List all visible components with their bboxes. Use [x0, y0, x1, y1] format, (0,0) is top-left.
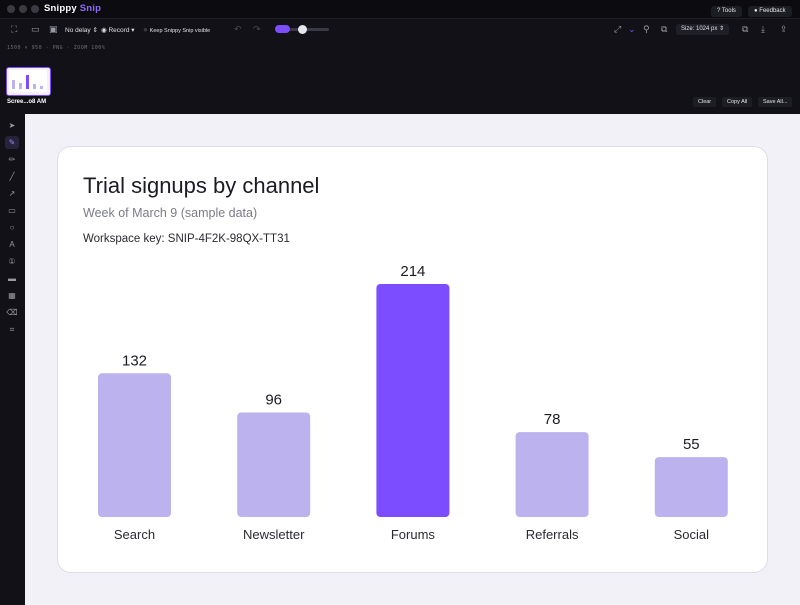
app-name-accent: Snip: [79, 3, 102, 14]
value-label-social: 55: [683, 436, 700, 453]
chart-subtitle: Week of March 9 (sample data): [83, 206, 258, 220]
category-label-forums: Forums: [391, 527, 436, 542]
region-capture-icon[interactable]: ⛶: [11, 24, 18, 34]
thumbnail-caption: Scree...o8 AM: [7, 99, 47, 105]
pencil-icon[interactable]: ✏: [8, 155, 16, 164]
editor-canvas[interactable]: Trial signups by channel Week of March 9…: [25, 114, 800, 605]
zoom-window-button[interactable]: [31, 5, 39, 13]
undo-icon[interactable]: ↶: [234, 24, 242, 34]
minimize-window-button[interactable]: [19, 5, 27, 13]
chat-bubble-icon: ●: [754, 8, 758, 14]
clear-button[interactable]: Clear: [693, 97, 717, 107]
chevron-updown-icon: ⇕: [92, 27, 98, 34]
highlight-icon[interactable]: ▬: [8, 274, 16, 283]
download-icon[interactable]: ⤓: [761, 24, 765, 34]
delay-select[interactable]: No delay ⇕: [65, 26, 98, 34]
thumbnail-preview: [9, 70, 47, 92]
crop-icon[interactable]: ⌗: [9, 325, 15, 334]
delay-label: No delay: [65, 27, 91, 34]
tools-label: Tools: [721, 8, 736, 14]
bar-social: [654, 457, 728, 517]
title-bar: Snippy Snip ? Tools ● Feedback: [0, 0, 800, 19]
feedback-button[interactable]: ● Feedback: [748, 6, 792, 17]
chart-card: Trial signups by channel Week of March 9…: [57, 146, 768, 573]
copy-all-button[interactable]: Copy All: [722, 97, 753, 107]
feedback-label: Feedback: [759, 8, 786, 14]
copy-icon[interactable]: ⧉: [742, 24, 749, 34]
pen-icon[interactable]: ✎: [5, 136, 19, 149]
category-label-referrals: Referrals: [526, 527, 579, 542]
keep-visible-toggle[interactable]: ● Keep Snippy Snip visible: [143, 25, 210, 34]
line-icon[interactable]: ╱: [9, 172, 15, 181]
stroke-color-swatch[interactable]: [275, 25, 290, 33]
pin-icon[interactable]: ⚲: [643, 24, 650, 34]
help-icon: ?: [717, 8, 721, 14]
bar-referrals: [515, 432, 589, 517]
eraser-icon[interactable]: ⌫: [6, 308, 18, 317]
capture-toolbar: [0, 19, 800, 41]
record-icon: ◉: [101, 27, 107, 34]
value-label-search: 132: [122, 352, 147, 369]
capture-meta: 1500 × 950 · PNG · ZOOM 100%: [7, 45, 106, 51]
text-icon[interactable]: A: [9, 240, 15, 249]
toggle-circle-icon: ●: [143, 25, 148, 34]
magic-wand-icon[interactable]: ⤢: [614, 24, 622, 34]
category-label-search: Search: [114, 527, 155, 542]
redo-icon[interactable]: ↷: [253, 24, 261, 34]
size-label: Size: 1024 px: [681, 26, 718, 32]
ocr-scan-icon[interactable]: ⧉: [661, 24, 668, 34]
step-icon[interactable]: ①: [8, 257, 16, 266]
bar-search: [98, 373, 171, 517]
bar-chart: 132 Search 96 Newsletter 214 Forums 78 Referral…: [98, 263, 728, 542]
tools-button[interactable]: ? Tools: [711, 6, 742, 17]
annotation-tool-rail: ➤ ✎ ✏ ╱ ↗ ▭ ○ A ① ▬ ▦ ⌫ ⌗: [0, 114, 25, 605]
record-button[interactable]: ◉ Record ▾: [101, 26, 135, 34]
keep-visible-label: Keep Snippy Snip visible: [149, 28, 211, 34]
bar-forums: [376, 284, 450, 517]
chevron-down-icon[interactable]: ⌄: [628, 24, 636, 34]
chevron-updown-icon: ⇕: [719, 26, 725, 32]
pixelate-icon[interactable]: ▦: [8, 291, 16, 300]
close-window-button[interactable]: [7, 5, 15, 13]
stroke-slider-handle[interactable]: [298, 25, 307, 34]
category-label-newsletter: Newsletter: [243, 527, 305, 542]
app-name-main: Snippy: [44, 3, 77, 14]
chart-title: Trial signups by channel: [83, 173, 320, 198]
window-capture-icon[interactable]: ▭: [31, 24, 40, 34]
rectangle-icon[interactable]: ▭: [8, 206, 16, 215]
capture-thumbnail[interactable]: [6, 67, 51, 96]
value-label-newsletter: 96: [265, 391, 282, 408]
arrow-icon[interactable]: ↗: [8, 189, 16, 198]
app-logo: Snippy Snip: [44, 3, 101, 14]
value-label-referrals: 78: [544, 411, 561, 428]
ellipse-icon[interactable]: ○: [9, 223, 15, 232]
pointer-icon[interactable]: ➤: [8, 121, 16, 130]
save-all-button[interactable]: Save All...: [758, 97, 793, 107]
screen-capture-icon[interactable]: ▣: [49, 24, 58, 34]
category-label-social: Social: [674, 527, 710, 542]
share-icon[interactable]: ⇪: [780, 24, 788, 34]
record-label: Record: [108, 27, 130, 34]
bar-newsletter: [237, 412, 311, 517]
size-select[interactable]: Size: 1024 px ⇕: [676, 24, 730, 35]
value-label-forums: 214: [400, 263, 425, 280]
workspace-key: Workspace key: SNIP-4F2K-98QX-TT31: [83, 233, 290, 245]
chevron-down-icon: ▾: [131, 27, 135, 34]
